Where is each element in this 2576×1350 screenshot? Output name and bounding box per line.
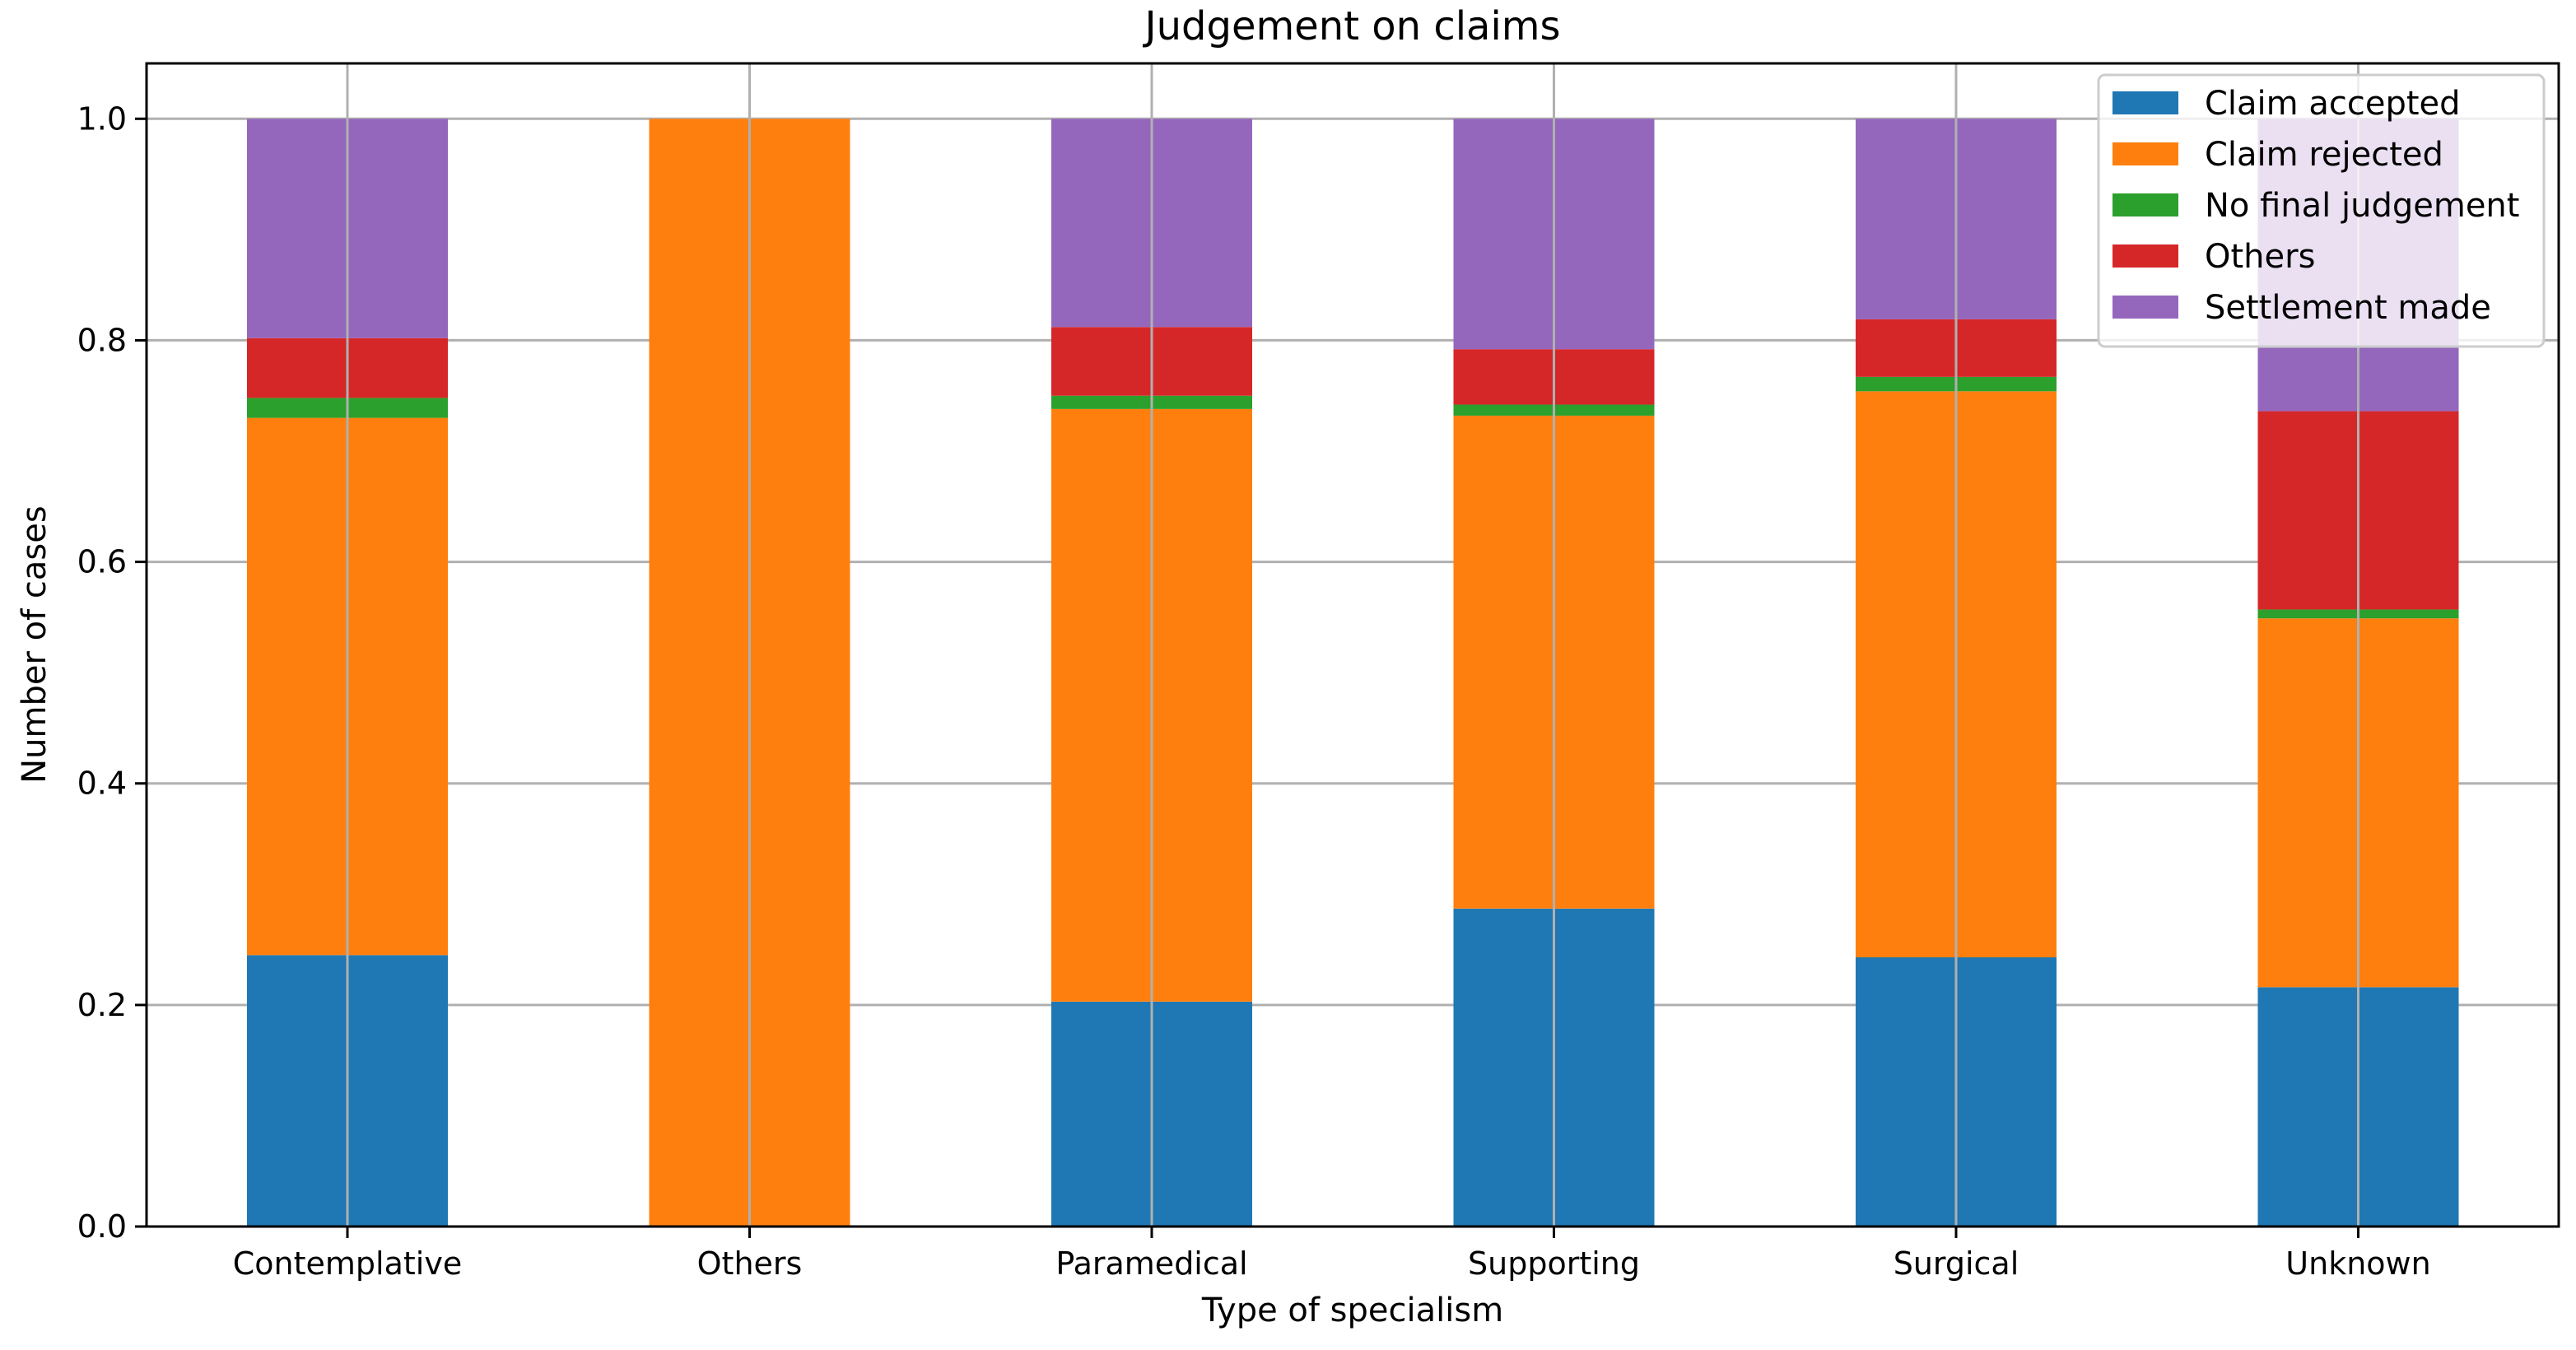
plot-area-frame	[145, 62, 2560, 1228]
legend-swatch-claim-rejected	[2113, 142, 2178, 165]
legend-items: Claim accepted Claim rejected No final jud…	[2113, 85, 2519, 327]
y-tick-label: 0.4	[77, 766, 127, 802]
legend-box	[2097, 73, 2546, 348]
legend-swatch-no-final-judgement	[2113, 193, 2178, 216]
y-tick-label: 0.6	[77, 544, 127, 580]
x-tick-label: Unknown	[2285, 1245, 2430, 1282]
legend-label: Settlement made	[2205, 289, 2491, 327]
x-tick-label: Supporting	[1468, 1245, 1640, 1282]
x-axis-label: Type of specialism	[1201, 1292, 1503, 1329]
legend-swatch-others	[2113, 244, 2178, 268]
x-tick-label: Surgical	[1894, 1245, 2019, 1282]
x-tick-label: Paramedical	[1055, 1245, 1247, 1282]
y-tick-label: 1.0	[77, 100, 127, 137]
legend-swatch-claim-accepted	[2113, 91, 2178, 114]
legend-label: No final judgement	[2205, 187, 2519, 225]
x-tick-label: Others	[697, 1245, 803, 1282]
chart-title: Judgement on claims	[1142, 3, 1560, 49]
y-tick-label: 0.2	[77, 987, 127, 1023]
vertical-grid-layer	[346, 63, 2359, 1227]
legend: Claim accepted Claim rejected No final jud…	[2097, 73, 2546, 348]
legend-swatch-settlement-made	[2113, 296, 2178, 319]
ticks-layer: 0.0 0.2 0.4 0.6 0.8 1.0 Contemplative Others Par…	[77, 100, 2431, 1282]
y-tick-label: 0.0	[77, 1208, 127, 1245]
legend-label: Claim rejected	[2205, 136, 2443, 174]
legend-label: Claim accepted	[2205, 85, 2461, 123]
x-tick-label: Contemplative	[233, 1245, 462, 1282]
y-tick-label: 0.8	[77, 322, 127, 358]
legend-label: Others	[2205, 238, 2315, 276]
y-axis-label: Number of cases	[16, 505, 54, 783]
